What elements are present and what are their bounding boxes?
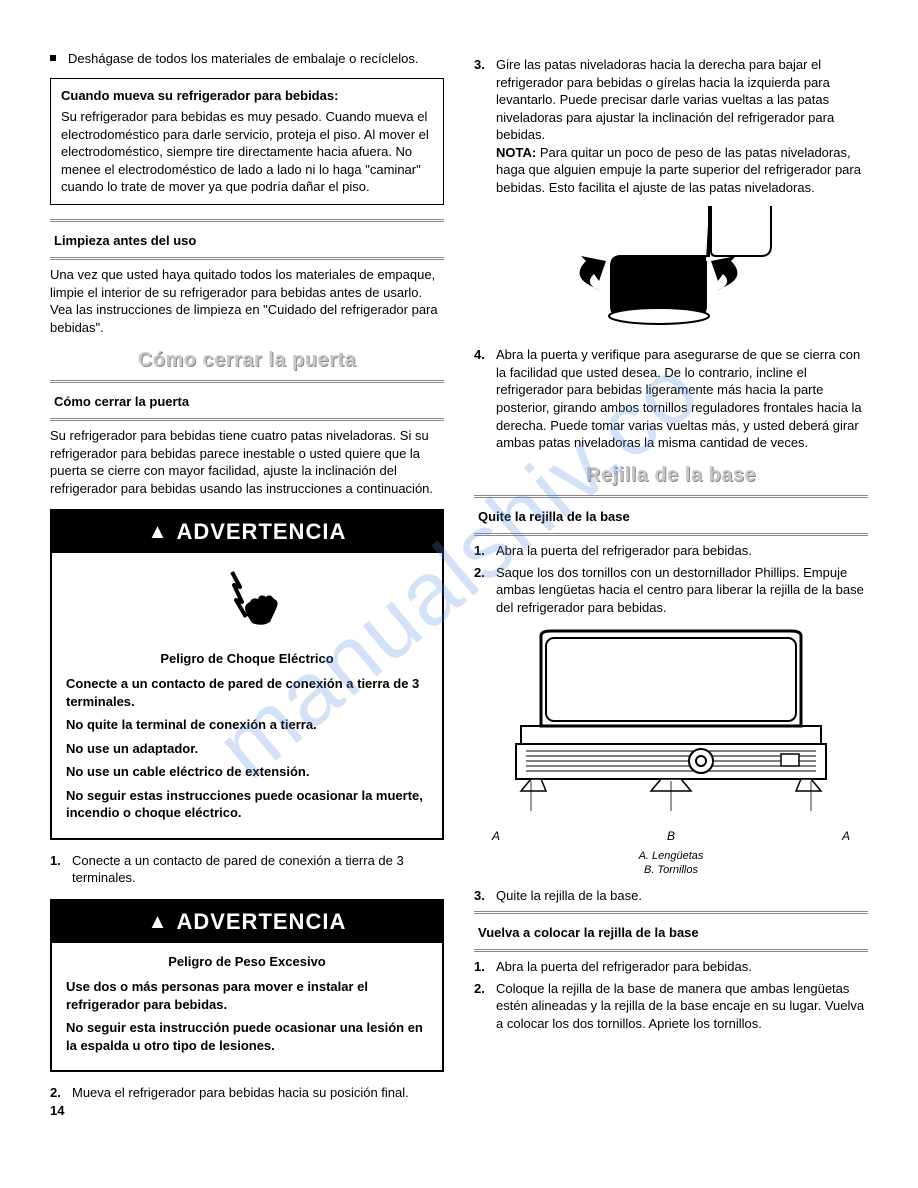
leveling-foot-illustration xyxy=(531,206,811,336)
step-number: 2. xyxy=(474,564,496,617)
door-paragraph: Su refrigerador para bebidas tiene cuatr… xyxy=(50,427,444,497)
warning-box-weight: ▲ ADVERTENCIA Peligro de Peso Excesivo U… xyxy=(50,899,444,1072)
step-text: Abra la puerta del refrigerador para beb… xyxy=(496,542,868,560)
cleaning-paragraph: Una vez que usted haya quitado todos los… xyxy=(50,266,444,336)
step-item: 3. Quite la rejilla de la base. xyxy=(474,887,868,905)
step-item: 2. Mueva el refrigerador para bebidas ha… xyxy=(50,1084,444,1102)
step-text: Gire las patas niveladoras hacia la dere… xyxy=(496,56,868,196)
warning-body: Peligro de Choque Eléctrico Conecte a un… xyxy=(52,640,442,838)
caption-b: B. Tornillos xyxy=(644,864,698,876)
step-number: 4. xyxy=(474,346,496,451)
step-text: Coloque la rejilla de la base de manera … xyxy=(496,980,868,1033)
fig-label-b: B xyxy=(667,828,675,844)
step-item: 1. Abra la puerta del refrigerador para … xyxy=(474,542,868,560)
step-item: 4. Abra la puerta y verifique para asegu… xyxy=(474,346,868,451)
step-text: Abra la puerta y verifique para asegurar… xyxy=(496,346,868,451)
steps-list: 2. Mueva el refrigerador para bebidas ha… xyxy=(50,1084,444,1102)
warn-line: No quite la terminal de conexión a tierr… xyxy=(66,716,428,734)
divider xyxy=(50,418,444,421)
two-column-layout: Deshágase de todos los materiales de emb… xyxy=(50,50,868,1108)
step-text: Mueva el refrigerador para bebidas hacia… xyxy=(72,1084,444,1102)
nota-body: Para quitar un poco de peso de las patas… xyxy=(496,145,861,195)
bullet-text: Deshágase de todos los materiales de emb… xyxy=(68,50,418,68)
step-text: Abra la puerta del refrigerador para beb… xyxy=(496,958,868,976)
base-grille-illustration xyxy=(491,626,851,826)
section-title-door: Cómo cerrar la puerta xyxy=(50,347,444,374)
step-item: 2. Saque los dos tornillos con un destor… xyxy=(474,564,868,617)
shock-hand-icon xyxy=(212,567,282,627)
warn-line: No use un cable eléctrico de extensión. xyxy=(66,763,428,781)
divider xyxy=(50,257,444,260)
step3-body: Gire las patas niveladoras hacia la dere… xyxy=(496,57,834,142)
warn-line: No use un adaptador. xyxy=(66,740,428,758)
step-number: 3. xyxy=(474,56,496,196)
divider xyxy=(474,533,868,536)
subheading-replace-grille: Vuelva a colocar la rejilla de la base xyxy=(474,920,868,944)
figure-leveling-foot xyxy=(474,206,868,336)
figure-base-grille: A B A A. Lengüetas B. Tornillos xyxy=(474,626,868,877)
step-number: 1. xyxy=(474,542,496,560)
step-item: 2. Coloque la rejilla de la base de mane… xyxy=(474,980,868,1033)
steps-list: 1. Abra la puerta del refrigerador para … xyxy=(474,958,868,1032)
divider xyxy=(474,949,868,952)
step-number: 2. xyxy=(50,1084,72,1102)
square-bullet-icon xyxy=(50,55,56,61)
fig-label-a: A xyxy=(492,828,500,844)
divider xyxy=(50,219,444,222)
left-column: Deshágase de todos los materiales de emb… xyxy=(50,50,444,1108)
shock-icon-area xyxy=(52,553,442,640)
step-item: 3. Gire las patas niveladoras hacia la d… xyxy=(474,56,868,196)
page-number: 14 xyxy=(50,1102,64,1120)
warning-box-shock: ▲ ADVERTENCIA Peligro de Choque Eléctric… xyxy=(50,509,444,840)
right-column: 3. Gire las patas niveladoras hacia la d… xyxy=(474,50,868,1108)
step-item: 1. Abra la puerta del refrigerador para … xyxy=(474,958,868,976)
fig-label-a2: A xyxy=(842,828,850,844)
warning-body: Peligro de Peso Excesivo Use dos o más p… xyxy=(52,943,442,1071)
step-number: 1. xyxy=(474,958,496,976)
section-title-grille: Rejilla de la base xyxy=(474,462,868,489)
info-box-title: Cuando mueva su refrigerador para bebida… xyxy=(61,87,433,105)
steps-list: 1. Abra la puerta del refrigerador para … xyxy=(474,542,868,616)
warning-header: ▲ ADVERTENCIA xyxy=(52,901,442,943)
subheading-cleaning: Limpieza antes del uso xyxy=(50,228,444,252)
warning-triangle-icon: ▲ xyxy=(148,912,169,932)
steps-list: 4. Abra la puerta y verifique para asegu… xyxy=(474,346,868,451)
step-number: 1. xyxy=(50,852,72,887)
caption-a: A. Lengüetas xyxy=(639,850,704,862)
steps-list: 3. Quite la rejilla de la base. xyxy=(474,887,868,905)
bullet-item: Deshágase de todos los materiales de emb… xyxy=(50,50,444,68)
nota-label: NOTA: xyxy=(496,145,536,160)
moving-info-box: Cuando mueva su refrigerador para bebida… xyxy=(50,78,444,205)
warning-subtitle: Peligro de Peso Excesivo xyxy=(66,953,428,971)
warning-triangle-icon: ▲ xyxy=(148,522,169,542)
figure-labels-row: A B A xyxy=(474,828,868,844)
step-text: Saque los dos tornillos con un destornil… xyxy=(496,564,868,617)
step-item: 1. Conecte a un contacto de pared de con… xyxy=(50,852,444,887)
warn-line: No seguir esta instrucción puede ocasion… xyxy=(66,1019,428,1054)
warn-line: Use dos o más personas para mover e inst… xyxy=(66,978,428,1013)
divider xyxy=(474,495,868,498)
step-text: Quite la rejilla de la base. xyxy=(496,887,868,905)
step-number: 2. xyxy=(474,980,496,1033)
step-text: Conecte a un contacto de pared de conexi… xyxy=(72,852,444,887)
warning-header-text: ADVERTENCIA xyxy=(176,517,346,547)
figure-caption: A. Lengüetas B. Tornillos xyxy=(474,849,868,878)
step-number: 3. xyxy=(474,887,496,905)
divider xyxy=(50,380,444,383)
steps-list: 3. Gire las patas niveladoras hacia la d… xyxy=(474,56,868,196)
warning-header-text: ADVERTENCIA xyxy=(176,907,346,937)
subheading-door: Cómo cerrar la puerta xyxy=(50,389,444,413)
warning-header: ▲ ADVERTENCIA xyxy=(52,511,442,553)
warn-line: Conecte a un contacto de pared de conexi… xyxy=(66,675,428,710)
info-box-body: Su refrigerador para bebidas es muy pesa… xyxy=(61,108,433,196)
warn-line: No seguir estas instrucciones puede ocas… xyxy=(66,787,428,822)
steps-list: 1. Conecte a un contacto de pared de con… xyxy=(50,852,444,887)
subheading-remove-grille: Quite la rejilla de la base xyxy=(474,504,868,528)
warning-subtitle: Peligro de Choque Eléctrico xyxy=(66,650,428,668)
divider xyxy=(474,911,868,914)
